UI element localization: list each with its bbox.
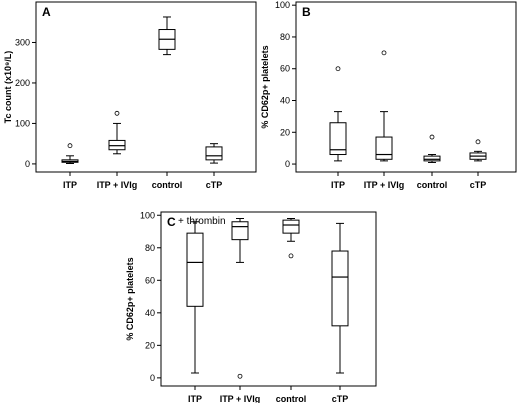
panel-c-y-tick-label: 80	[145, 243, 155, 253]
panel-c-y-tick-label: 0	[150, 373, 155, 383]
panel-c-y-axis-label: % CD62p+ platelets	[125, 257, 135, 340]
panel-a-x-tick-label: cTP	[206, 180, 223, 190]
panel-c-box	[331, 250, 349, 327]
panel-c-frame	[160, 211, 377, 387]
panel-c-y-tick-label: 40	[145, 308, 155, 318]
panel-b-x-tick-label: ITP + IVIg	[364, 180, 405, 190]
panel-a-x-tick-label: control	[152, 180, 183, 190]
panel-c-outlier-point	[288, 253, 294, 259]
panel-c-y-tick-label: 100	[140, 210, 155, 220]
panel-a-y-tick-label: 100	[15, 118, 30, 128]
panel-c-box	[231, 221, 249, 241]
panel-c-x-tick-label: ITP + IVIg	[220, 394, 261, 403]
panel-c-outlier-point	[237, 373, 243, 379]
panel-a-x-tick-label: ITP	[63, 180, 77, 190]
panel-a-outlier-point	[67, 143, 73, 149]
panel-a-y-tick-label: 300	[15, 37, 30, 47]
panel-a-label: A	[42, 5, 51, 19]
panel-a-box	[205, 146, 223, 161]
panel-b-label: B	[302, 5, 311, 19]
panel-c-box	[282, 219, 300, 234]
panel-c-y-tick-label: 60	[145, 275, 155, 285]
panel-c-x-tick-label: cTP	[332, 394, 349, 403]
panel-b-y-tick-label: 80	[280, 32, 290, 42]
panel-b-box	[423, 155, 441, 162]
panel-c-x-tick-label: control	[276, 394, 307, 403]
panel-c-x-tick-label: ITP	[188, 394, 202, 403]
panel-a-box	[108, 139, 126, 151]
panel-a-y-tick-label: 200	[15, 78, 30, 88]
panel-b-outlier-point	[475, 139, 481, 145]
panel-b-y-tick-label: 100	[275, 0, 290, 10]
panel-a-x-tick-label: ITP + IVIg	[97, 180, 138, 190]
panel-b-y-axis-label: % CD62p+ platelets	[260, 45, 270, 128]
panel-b-y-tick-label: 60	[280, 64, 290, 74]
panel-b-y-tick-label: 20	[280, 127, 290, 137]
panel-c-label: C	[167, 215, 176, 229]
panel-b-x-tick-label: ITP	[331, 180, 345, 190]
panel-c-y-tick-label: 20	[145, 340, 155, 350]
panel-c-annotation: + thrombin	[178, 216, 226, 227]
panel-c-box	[186, 232, 204, 307]
panel-b-box	[329, 122, 347, 156]
panel-a-outlier-point	[114, 110, 120, 116]
panel-b-outlier-point	[335, 66, 341, 72]
panel-b-x-tick-label: cTP	[470, 180, 487, 190]
panel-b-y-tick-label: 0	[285, 159, 290, 169]
panel-b-outlier-point	[429, 134, 435, 140]
panel-b-box	[375, 136, 393, 160]
panel-a-y-axis-label: Tc count (x10⁹/L)	[3, 51, 13, 124]
panel-a-frame	[35, 1, 257, 173]
panel-b-outlier-point	[381, 50, 387, 56]
panel-a-y-tick-label: 0	[25, 159, 30, 169]
panel-b-y-tick-label: 40	[280, 96, 290, 106]
panel-b-frame	[295, 1, 517, 173]
panel-b-x-tick-label: control	[417, 180, 448, 190]
